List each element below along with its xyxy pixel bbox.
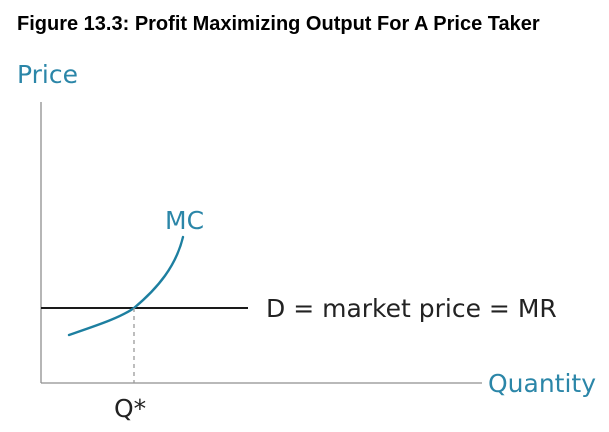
price-line-label: D = market price = MR [266,294,557,323]
y-axis-label: Price [17,60,78,89]
mc-curve [67,235,185,337]
figure-title: Figure 13.3: Profit Maximizing Output Fo… [17,13,540,35]
mc-label: MC [165,206,204,235]
x-axis-label: Quantity [488,369,596,398]
q-star-label: Q* [114,394,146,423]
